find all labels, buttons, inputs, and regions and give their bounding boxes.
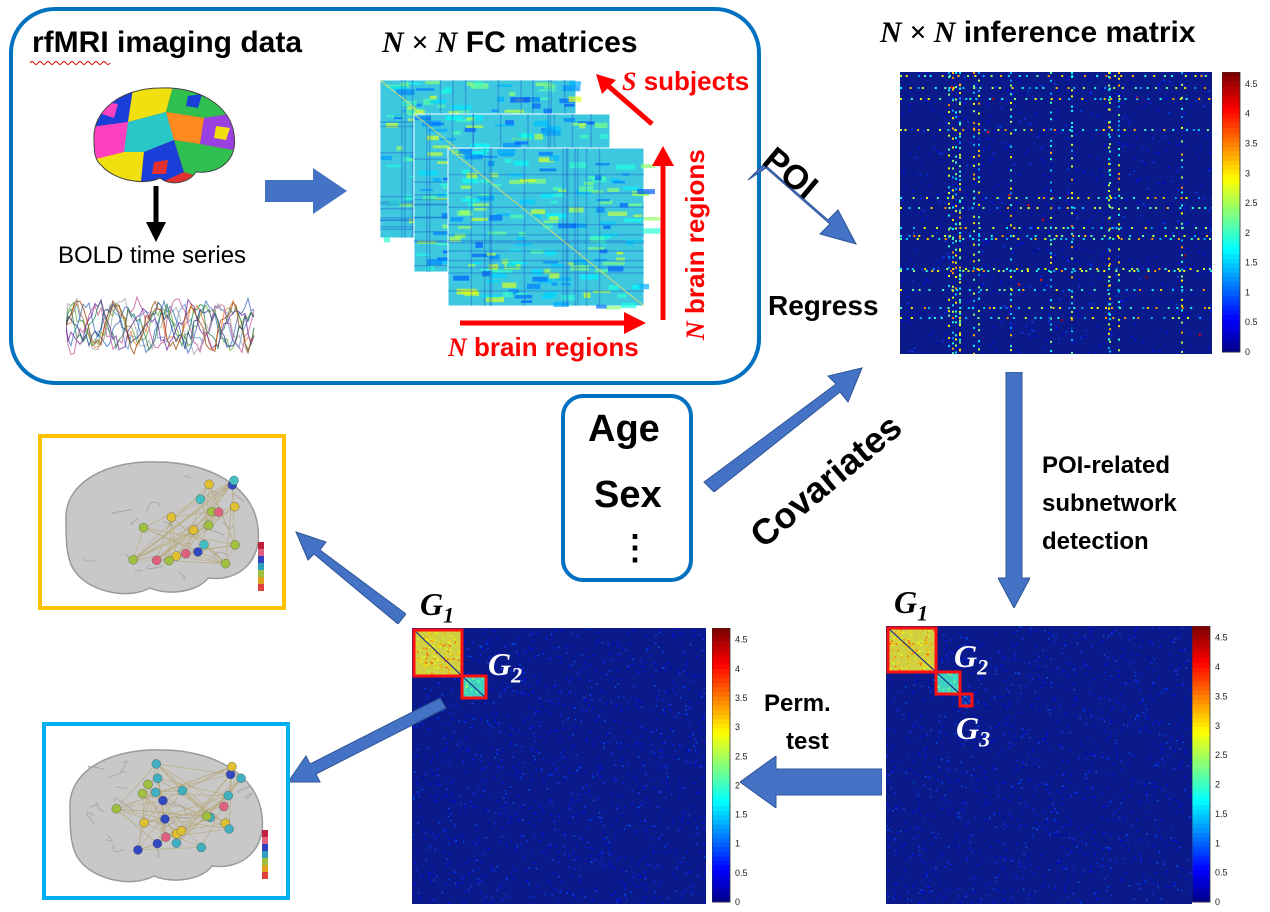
permutation-matrix [412,628,706,904]
perm-line-2: test [786,728,829,755]
age-label: Age [588,408,660,450]
horizontal-regions-label: N brain regions [448,332,639,363]
colorbar-tick-label: 0 [735,897,740,907]
colorbar-tick-label: 1 [1215,838,1220,848]
colorbar-tick-label: 0.5 [1215,868,1228,878]
colorbar-tick-label: 0.5 [1245,317,1258,327]
inference-colorbar: 4.5 4 3.5 3 2.5 2 1.5 1 0.5 0 [1222,72,1258,357]
inference-title: N × N inference matrix [880,16,1196,50]
colorbar-tick-label: 4 [735,664,740,674]
detected-g2-letter: G [954,638,978,674]
colorbar-tick-label: 1 [735,839,740,849]
g2-brain-network-image [69,749,268,883]
detection-line-2: subnetwork [1042,490,1177,517]
inference-title-rest: inference matrix [955,16,1196,49]
panel-arrow-right [265,168,347,214]
bold-signals-plot [66,295,255,356]
detection-line-1: POI-related [1042,452,1171,479]
perm-g1-sub: 1 [443,602,455,628]
brain-to-bold-arrow [146,186,166,242]
colorbar-tick-label: 2.5 [735,751,748,761]
perm-g1-label: G1 [420,586,454,628]
detected-g3-label: G3 [956,710,990,752]
covariates-arrow [703,367,863,492]
regress-label: Regress [768,290,879,321]
detected-g1-label: G1 [894,584,928,626]
ellipsis-label: ⋮ [618,529,652,567]
horizontal-regions-var: N [448,333,467,362]
data-panel [9,7,761,385]
colorbar-tick-label: 0 [1245,347,1250,357]
subjects-var: S [622,67,637,96]
g1-brain-arrow [295,531,406,624]
g2-brain-arrow [288,697,447,783]
colorbar-tick-label: 4.5 [1245,79,1258,89]
colorbar-tick-label: 0 [1215,897,1220,907]
colorbar-tick-label: 2 [1245,228,1250,238]
vertical-regions-arrow [652,146,674,320]
colorbar-tick-label: 0.5 [735,868,748,878]
colorbar-tick-label: 4 [1215,662,1220,672]
colorbar-tick-label: 3 [1215,721,1220,731]
colorbar-tick-label: 2 [735,780,740,790]
g1-brain-network-image [65,461,264,595]
g2-brain-frame [42,722,290,900]
fc-matrices-title: N × N FC matrices [382,26,638,60]
rfmri-title: rfMRI imaging data [32,26,303,59]
colorbar-tick-label: 1.5 [1245,258,1258,268]
horizontal-regions-arrow [460,312,646,334]
detected-g3-letter: G [956,710,980,746]
colorbar-tick-label: 2.5 [1215,750,1228,760]
fc-title-var: N × N [382,26,458,59]
colorbar-tick-label: 4.5 [1215,633,1228,643]
detected-subnetwork-matrix [886,626,1192,904]
subjects-label: S subjects [622,66,749,97]
horizontal-regions-text: brain regions [466,332,639,362]
fc-matrix-stack [380,80,660,310]
colorbar-tick-label: 3.5 [1215,691,1228,701]
g1-brain-frame [38,434,286,610]
perm-test-arrow [740,756,882,808]
detected-g1-letter: G [894,584,918,620]
sex-label: Sex [594,474,662,516]
colorbar-tick-label: 3.5 [735,693,748,703]
inference-matrix [900,72,1212,354]
detected-colorbar: 4.5 4 3.5 3 2.5 2 1.5 1 0.5 0 [1192,626,1228,907]
inference-title-var: N × N [880,16,956,49]
detected-g2-sub: 2 [977,654,989,680]
perm-line-1: Perm. [764,690,831,717]
poi-arrow [747,163,857,245]
colorbar-tick-label: 1.5 [1215,809,1228,819]
perm-g2-label: G2 [488,646,522,688]
colorbar-tick-label: 3 [735,722,740,732]
brain-parcellation-image [93,87,236,184]
vertical-regions-text: brain regions [680,149,710,322]
colorbar-tick-label: 3.5 [1245,138,1258,148]
bold-time-series-label: BOLD time series [58,242,247,269]
covariates-box [561,394,693,582]
detected-g2-label: G2 [954,638,988,680]
detection-line-3: detection [1042,528,1149,555]
subjects-arrow [596,74,654,126]
colorbar-tick-label: 4 [1245,109,1250,119]
perm-g1-letter: G [420,586,444,622]
colorbar-tick-label: 2 [1215,780,1220,790]
subjects-text: subjects [636,66,750,96]
colorbar-tick-label: 1.5 [735,810,748,820]
fc-title-rest: FC matrices [457,26,638,59]
detection-arrow [998,372,1030,608]
colorbar-tick-label: 3 [1245,168,1250,178]
colorbar-tick-label: 1 [1245,287,1250,297]
colorbar-tick-label: 2.5 [1245,198,1258,208]
spellcheck-underline [30,61,111,65]
detected-g1-sub: 1 [917,600,929,626]
permutation-colorbar: 4.5 4 3.5 3 2.5 2 1.5 1 0.5 0 [712,628,748,907]
colorbar-tick-label: 4.5 [735,635,748,645]
perm-g2-sub: 2 [511,662,523,688]
perm-g2-letter: G [488,646,512,682]
vertical-regions-var: N [681,321,710,340]
detected-g3-sub: 3 [979,726,991,752]
vertical-regions-label: N brain regions [680,149,711,340]
